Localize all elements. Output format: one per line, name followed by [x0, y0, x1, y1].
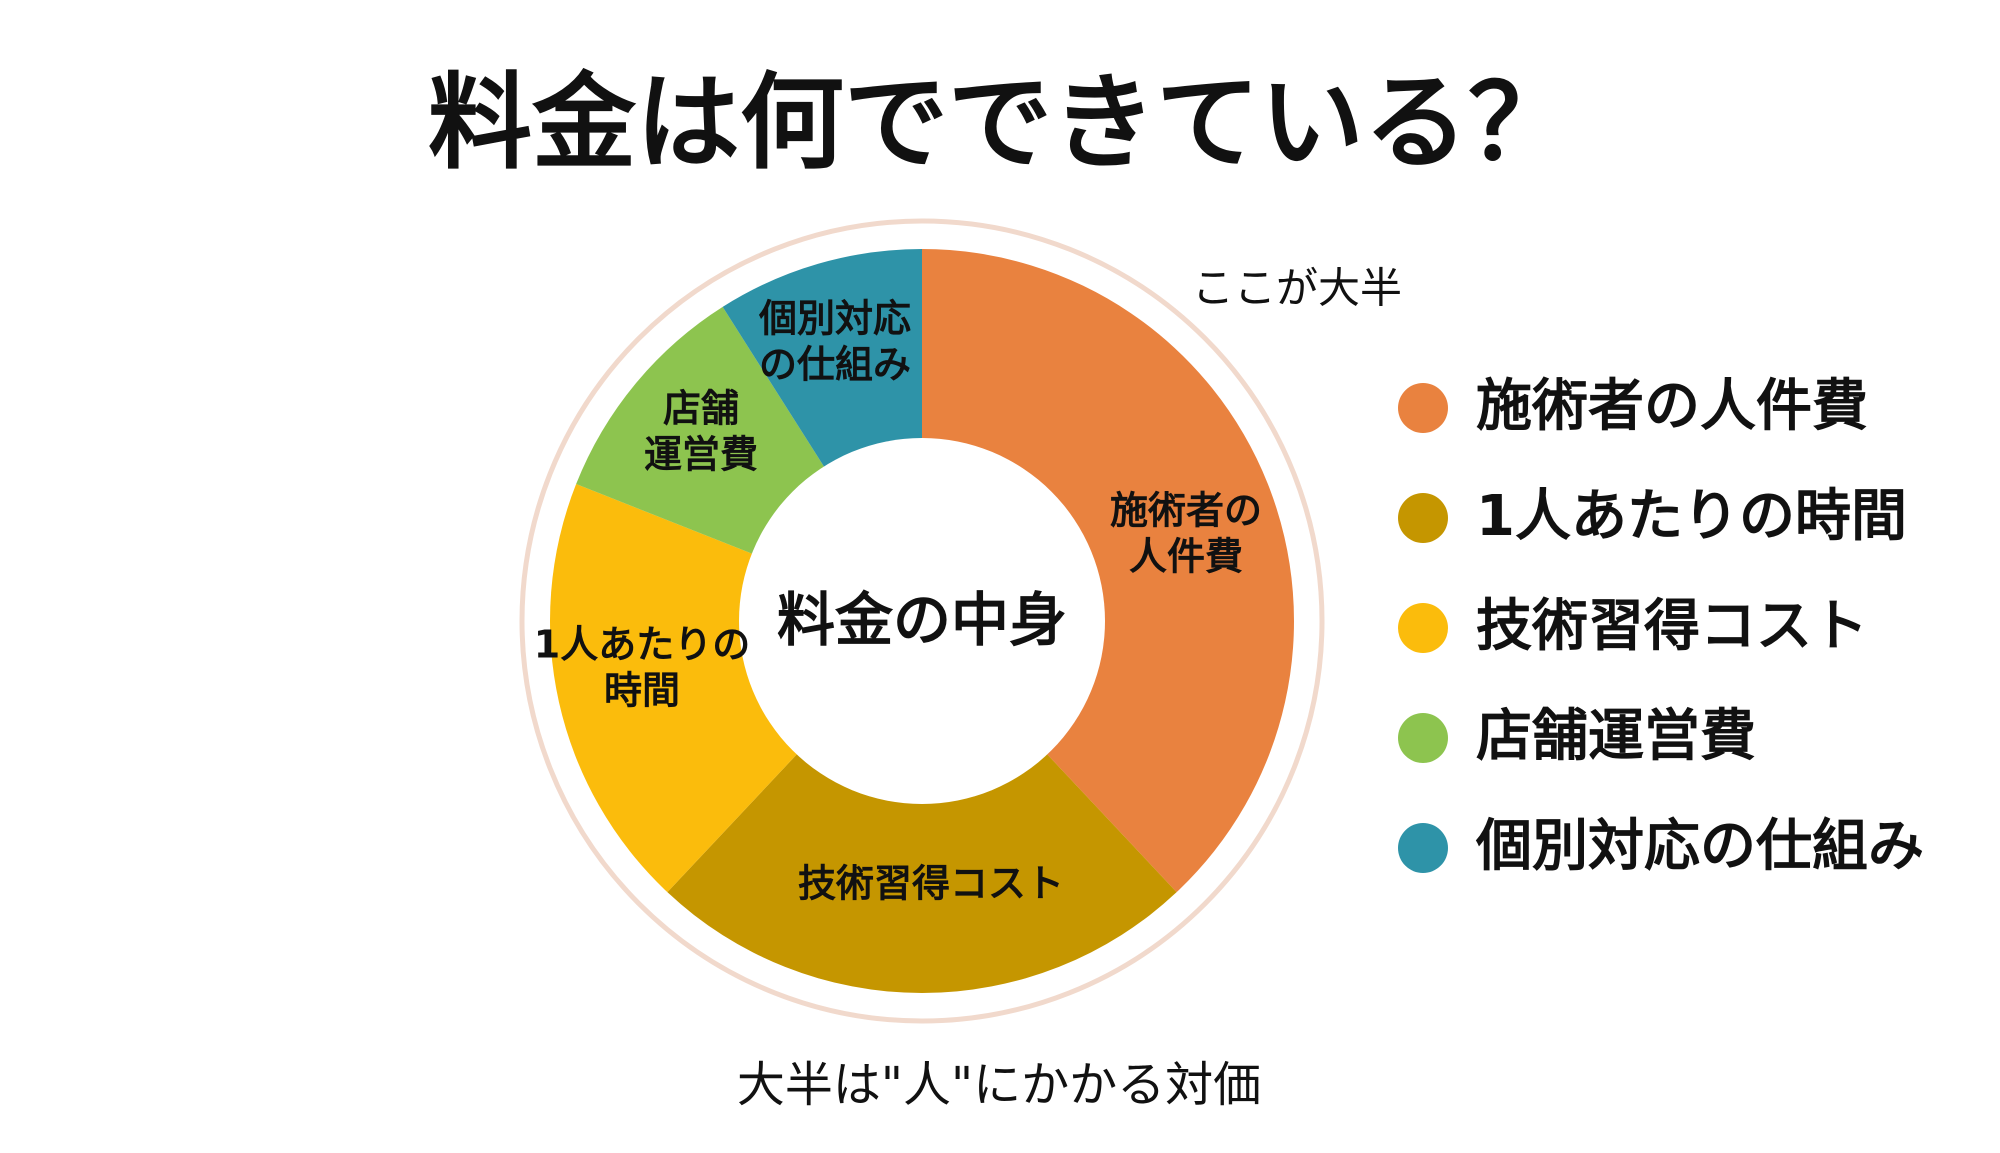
legend-label: 施術者の人件費	[1476, 374, 1868, 439]
legend-swatch	[1398, 383, 1448, 433]
outer-ring	[519, 218, 1325, 1024]
center-label: 料金の中身	[777, 586, 1067, 654]
slice-label: 人件費	[1129, 535, 1243, 579]
legend-swatch	[1398, 713, 1448, 763]
slice-label: 技術習得コスト	[798, 862, 1064, 906]
legend-swatch	[1398, 823, 1448, 873]
legend-swatch	[1398, 493, 1448, 543]
slice-label: 個別対応	[758, 297, 911, 341]
footer: 大半は"人"にかかる対価	[737, 1057, 1261, 1113]
legend-label: 1人あたりの時間	[1476, 484, 1907, 549]
slice-label: 店舗	[663, 387, 739, 431]
slice	[667, 621, 1177, 994]
legend-label: 個別対応の仕組み	[1475, 814, 1924, 879]
slice-label: の仕組み	[759, 343, 911, 387]
legend-label: 技術習得コスト	[1476, 594, 1868, 659]
slice-label: 運営費	[644, 433, 758, 477]
legend-swatch	[1398, 603, 1448, 653]
annotation: ここが大半	[1192, 264, 1402, 313]
slice-label: 時間	[604, 669, 680, 713]
slice	[922, 249, 1294, 893]
slice-label: 施術者の	[1110, 489, 1262, 533]
chart-title: 料金は何でできている？	[428, 61, 1572, 183]
legend-label: 店舗運営費	[1476, 704, 1756, 769]
donut-hole	[739, 438, 1105, 804]
slice-label: 1人あたりの	[534, 623, 750, 667]
